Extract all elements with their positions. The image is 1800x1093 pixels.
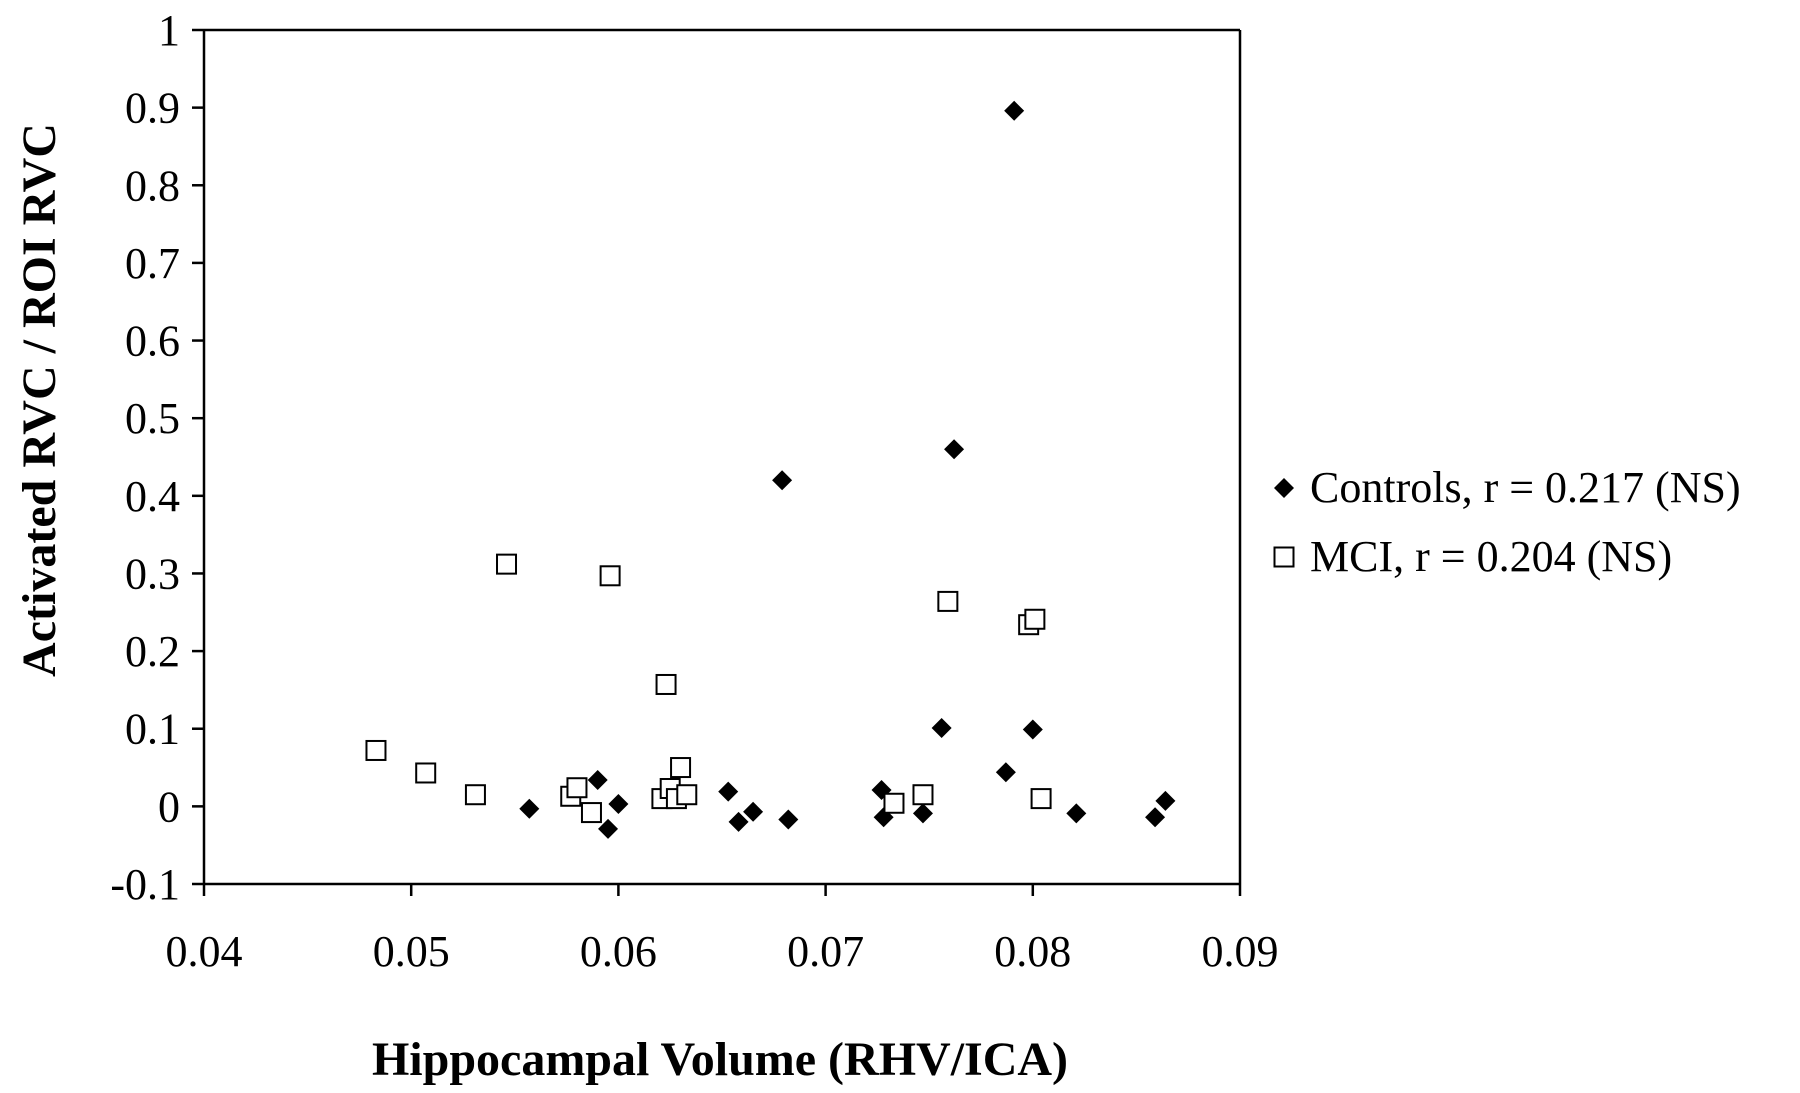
data-point-mci (415, 762, 437, 784)
y-tick-label: 0.5 (125, 394, 180, 443)
legend-label-mci: MCI, r = 0.204 (NS) (1310, 532, 1672, 581)
y-tick-label: -0.1 (110, 860, 180, 909)
x-tick-label: 0.07 (787, 927, 864, 976)
y-tick-label: 0.9 (125, 84, 180, 133)
y-tick-label: 0.1 (125, 705, 180, 754)
legend-item-mci: MCI, r = 0.204 (NS) (1273, 532, 1672, 581)
data-point-mci (883, 792, 905, 814)
axes (202, 28, 1242, 886)
x-ticks: 0.04 0.05 0.06 0.07 0.08 0.09 (166, 884, 1279, 976)
y-tick-label: 0.3 (125, 549, 180, 598)
data-point-controls (608, 794, 629, 815)
data-point-mci (464, 784, 486, 806)
data-point-controls (1155, 790, 1176, 811)
data-point-mci (655, 673, 677, 695)
data-point-mci (580, 802, 602, 824)
data-point-controls (944, 439, 965, 460)
y-ticks: -0.1 0 0.1 0.2 0.3 0.4 0.5 0.6 0.7 0.8 0.9 1 (110, 6, 204, 909)
data-point-mci (937, 590, 959, 612)
y-axis-title: Activated RVC / ROI RVC (13, 123, 66, 677)
x-tick-label: 0.04 (166, 927, 243, 976)
y-tick-label: 0.6 (125, 317, 180, 366)
data-point-controls (772, 470, 793, 491)
legend-marker-square (1273, 546, 1295, 568)
y-tick-label: 0 (158, 782, 180, 831)
data-point-controls (912, 803, 933, 824)
data-point-controls (931, 717, 952, 738)
data-point-mci (599, 565, 621, 587)
y-tick-label: 0.8 (125, 161, 180, 210)
data-point-mci (496, 553, 518, 575)
x-tick-label: 0.06 (580, 927, 657, 976)
data-point-controls (728, 811, 749, 832)
data-point-controls (1022, 719, 1043, 740)
data-point-mci (1024, 608, 1046, 630)
data-point-controls (995, 762, 1016, 783)
data-point-controls (743, 801, 764, 822)
y-tick-label: 0.2 (125, 627, 180, 676)
data-point-mci (912, 784, 934, 806)
legend-item-controls: Controls, r = 0.217 (NS) (1274, 463, 1741, 512)
data-point-controls (718, 781, 739, 802)
legend: Controls, r = 0.217 (NS) MCI, r = 0.204 … (1273, 463, 1741, 581)
x-tick-label: 0.05 (373, 927, 450, 976)
x-tick-label: 0.08 (994, 927, 1071, 976)
data-point-controls (519, 798, 540, 819)
data-point-controls (778, 809, 799, 830)
data-point-mci (670, 757, 692, 779)
data-point-controls (1004, 100, 1025, 121)
y-tick-label: 1 (158, 6, 180, 55)
data-point-controls (587, 769, 608, 790)
data-point-mci (365, 739, 387, 761)
legend-marker-diamond (1274, 478, 1294, 498)
y-tick-label: 0.4 (125, 472, 180, 521)
data-points (365, 100, 1176, 839)
data-point-mci (1030, 788, 1052, 810)
x-axis-title: Hippocampal Volume (RHV/ICA) (372, 1033, 1068, 1086)
data-point-controls (1145, 807, 1166, 828)
data-point-mci (566, 777, 588, 799)
data-point-controls (1066, 803, 1087, 824)
data-point-mci (676, 784, 698, 806)
legend-label-controls: Controls, r = 0.217 (NS) (1310, 463, 1741, 512)
y-tick-label: 0.7 (125, 239, 180, 288)
data-point-controls (598, 818, 619, 839)
x-tick-label: 0.09 (1202, 927, 1279, 976)
